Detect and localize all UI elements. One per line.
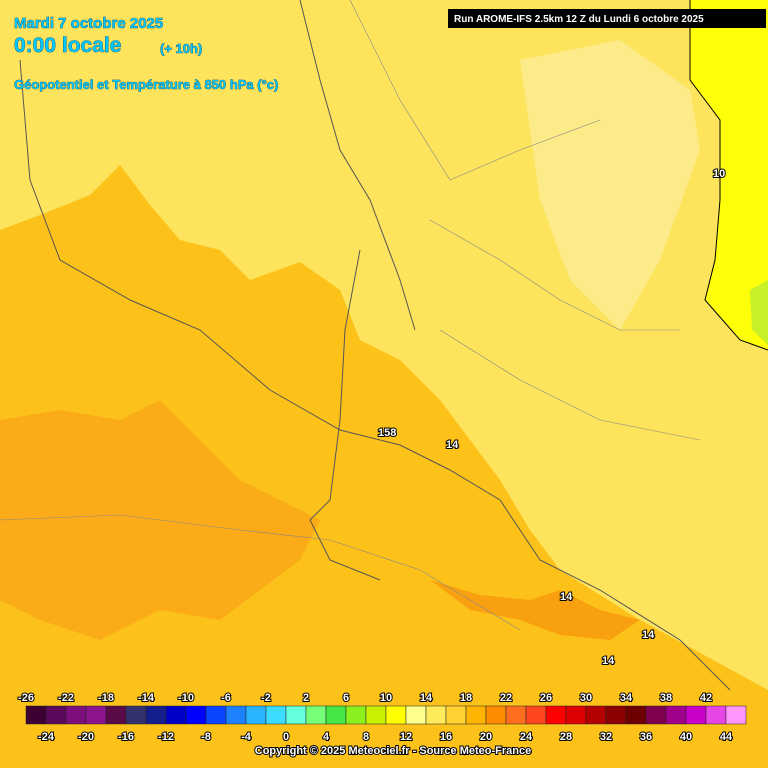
legend-label: -16	[118, 731, 134, 743]
legend-swatch	[85, 705, 107, 725]
legend-swatch	[365, 705, 387, 725]
legend-swatch	[385, 705, 407, 725]
legend-swatch	[405, 705, 427, 725]
legend-label: 28	[560, 731, 572, 743]
legend-swatch	[285, 705, 307, 725]
legend-label: -22	[58, 692, 74, 704]
legend-swatch	[605, 705, 627, 725]
map-label: 10	[713, 168, 725, 180]
legend-label: 26	[540, 692, 552, 704]
legend-label: 4	[323, 731, 330, 743]
legend-label: 8	[363, 731, 369, 743]
cool-region	[520, 40, 700, 330]
region-line	[0, 0, 701, 631]
legend-label: 44	[720, 731, 733, 743]
legend-label: -10	[178, 692, 194, 704]
legend-swatch	[485, 705, 507, 725]
map-label: 14	[446, 439, 459, 451]
legend-swatch	[565, 705, 587, 725]
legend-swatch	[465, 705, 487, 725]
warmer-region	[430, 580, 640, 640]
legend-swatch	[25, 705, 47, 725]
map-label: 14	[560, 591, 573, 603]
legend-swatch	[305, 705, 327, 725]
legend-label: -20	[78, 731, 94, 743]
legend-label: -14	[138, 692, 155, 704]
legend-label: 40	[680, 731, 692, 743]
copyright: Copyright © 2025 Meteociel.fr - Source M…	[255, 745, 531, 757]
legend-swatch	[505, 705, 527, 725]
date: Mardi 7 octobre 2025	[14, 15, 163, 32]
run-info: Run AROME-IFS 2.5km 12 Z du Lundi 6 octo…	[454, 14, 704, 25]
legend-label: 2	[303, 692, 309, 704]
legend-label: 18	[460, 692, 472, 704]
legend-swatch	[725, 705, 747, 725]
legend-swatch	[545, 705, 567, 725]
legend-swatch	[625, 705, 647, 725]
cooler-region	[690, 0, 768, 350]
legend-swatch	[225, 705, 247, 725]
legend-swatch	[325, 705, 347, 725]
legend-swatch	[245, 705, 267, 725]
map-label: 158	[378, 427, 396, 439]
legend-swatch	[165, 705, 187, 725]
legend-label: 36	[640, 731, 652, 743]
legend-label: -6	[221, 692, 231, 704]
legend-label: 6	[343, 692, 349, 704]
legend-label: 32	[600, 731, 612, 743]
legend-swatch	[645, 705, 667, 725]
legend-swatch	[265, 705, 287, 725]
legend-label: 42	[700, 692, 712, 704]
legend-swatch	[205, 705, 227, 725]
legend-swatch	[185, 705, 207, 725]
color-legend: -26-24-22-20-18-16-14-12-10-8-6-4-202468…	[17, 691, 747, 744]
legend-swatch	[45, 705, 67, 725]
legend-label: -4	[241, 731, 252, 743]
legend-swatch	[345, 705, 367, 725]
legend-label: 30	[580, 692, 592, 704]
isotherm	[689, 0, 768, 351]
legend-swatch	[685, 705, 707, 725]
legend-swatch	[705, 705, 727, 725]
map-label: 14	[602, 655, 615, 667]
legend-swatch	[665, 705, 687, 725]
legend-label: -18	[98, 692, 114, 704]
legend-label: -24	[38, 731, 55, 743]
legend-swatch	[145, 705, 167, 725]
legend-label: 0	[283, 731, 289, 743]
legend-swatch	[525, 705, 547, 725]
legend-label: 24	[520, 731, 533, 743]
legend-swatch	[65, 705, 87, 725]
legend-swatch	[425, 705, 447, 725]
legend-label: 20	[480, 731, 492, 743]
legend-label: 10	[380, 692, 392, 704]
coolest-region	[750, 280, 768, 345]
legend-label: 38	[660, 692, 672, 704]
legend-label: -8	[201, 731, 211, 743]
legend-swatch	[585, 705, 607, 725]
legend-label: 16	[440, 731, 452, 743]
border-line	[19, 59, 731, 691]
parameter: Géopotentiel et Température à 850 hPa (°…	[14, 77, 278, 92]
legend-swatch	[105, 705, 127, 725]
legend-label: 34	[620, 692, 633, 704]
legend-label: -2	[261, 692, 271, 704]
legend-label: -26	[18, 692, 34, 704]
map-label: 14	[642, 629, 655, 641]
legend-label: -12	[158, 731, 174, 743]
legend-swatch	[445, 705, 467, 725]
coast-line	[299, 0, 416, 581]
legend-label: 12	[400, 731, 412, 743]
legend-label: 22	[500, 692, 512, 704]
time: 0:00 locale	[14, 34, 121, 57]
legend-label: 14	[420, 692, 433, 704]
legend-swatch	[125, 705, 147, 725]
run-box	[448, 9, 766, 28]
offset: (+ 10h)	[160, 41, 202, 56]
